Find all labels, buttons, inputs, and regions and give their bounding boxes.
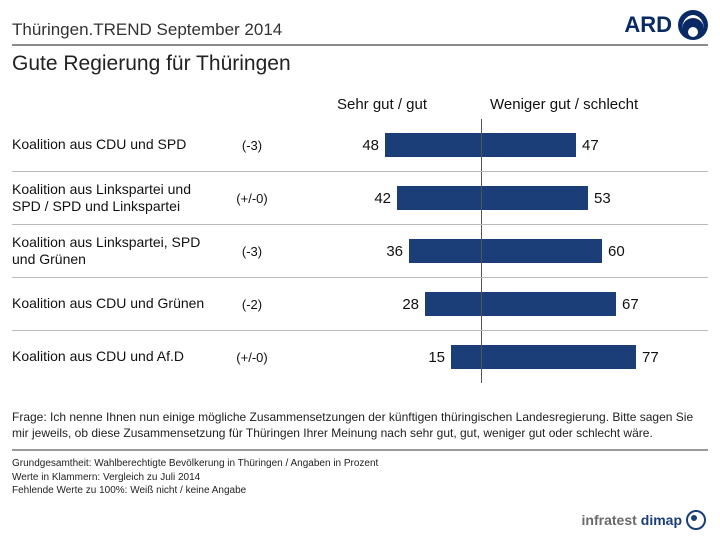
row-bars: 36 60 [282, 225, 708, 277]
dimap-circle-icon [686, 510, 706, 530]
row-delta: (+/-0) [222, 350, 282, 365]
right-bar [482, 239, 602, 263]
footer-brand-part1: infratest [582, 512, 637, 528]
row-label: Koalition aus CDU und Af.D [12, 348, 222, 366]
left-bar [397, 186, 481, 210]
right-bar [482, 186, 588, 210]
right-value: 77 [642, 349, 659, 366]
left-value: 42 [374, 190, 391, 207]
footnote-line: Fehlende Werte zu 100%: Weiß nicht / kei… [12, 484, 708, 498]
row-bars: 48 47 [282, 119, 708, 171]
row-bars: 28 67 [282, 278, 708, 330]
slide-subtitle: Gute Regierung für Thüringen [12, 52, 708, 76]
row-delta: (-3) [222, 138, 282, 153]
left-value: 28 [402, 296, 419, 313]
right-bar [482, 292, 616, 316]
left-bar [451, 345, 481, 369]
footer-divider [12, 449, 708, 451]
header: Thüringen.TREND September 2014 ARD [12, 10, 708, 46]
footnote-line: Werte in Klammern: Vergleich zu Juli 201… [12, 471, 708, 485]
ard-circle-icon [678, 10, 708, 40]
infratest-dimap-logo: infratest dimap [582, 510, 706, 530]
ard-brand-text: ARD [624, 12, 672, 38]
row-label: Koalition aus Linkspartei und SPD / SPD … [12, 181, 222, 216]
page: Thüringen.TREND September 2014 ARD Gute … [0, 0, 720, 540]
left-bar [385, 133, 481, 157]
legend-right: Weniger gut / schlecht [482, 96, 708, 113]
row-label: Koalition aus CDU und SPD [12, 136, 222, 154]
right-value: 60 [608, 243, 625, 260]
row-label: Koalition aus CDU und Grünen [12, 295, 222, 313]
right-value: 47 [582, 137, 599, 154]
footnote-line: Grundgesamtheit: Wahlberechtigte Bevölke… [12, 457, 708, 471]
chart-row: Koalition aus CDU und SPD(-3) 48 47 [12, 119, 708, 171]
row-delta: (-3) [222, 244, 282, 259]
header-title: Thüringen.TREND September 2014 [12, 20, 282, 40]
chart-row: Koalition aus CDU und Grünen(-2) 28 67 [12, 278, 708, 330]
left-bar [409, 239, 481, 263]
row-bars: 42 53 [282, 172, 708, 224]
right-bar [482, 345, 636, 369]
diverging-bar-chart: Koalition aus CDU und SPD(-3)4847Koaliti… [12, 119, 708, 383]
right-value: 67 [622, 296, 639, 313]
row-delta: (-2) [222, 297, 282, 312]
footer-brand-part2: dimap [641, 512, 682, 528]
row-label: Koalition aus Linkspartei, SPD und Grüne… [12, 234, 222, 269]
right-value: 53 [594, 190, 611, 207]
chart-row: Koalition aus CDU und Af.D(+/-0)1577 [12, 331, 708, 383]
left-value: 36 [386, 243, 403, 260]
question-text: Frage: Ich nenne Ihnen nun einige möglic… [12, 409, 708, 441]
legend-row: Sehr gut / gut Weniger gut / schlecht [12, 96, 708, 113]
left-value: 48 [362, 137, 379, 154]
left-value: 15 [428, 349, 445, 366]
chart-row: Koalition aus Linkspartei, SPD und Grüne… [12, 225, 708, 277]
footnotes: Grundgesamtheit: Wahlberechtigte Bevölke… [12, 457, 708, 498]
row-bars: 1577 [282, 331, 708, 383]
right-bar [482, 133, 576, 157]
ard-logo: ARD [624, 10, 708, 40]
legend-left: Sehr gut / gut [282, 96, 482, 113]
left-bar [425, 292, 481, 316]
chart-row: Koalition aus Linkspartei und SPD / SPD … [12, 172, 708, 224]
row-delta: (+/-0) [222, 191, 282, 206]
